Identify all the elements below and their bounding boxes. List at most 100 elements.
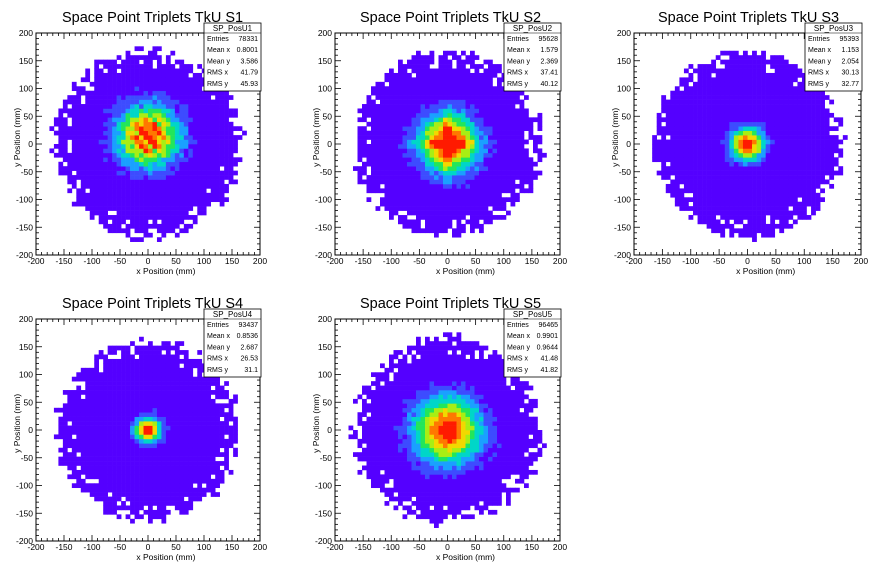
- heatmap-cell: [434, 215, 439, 220]
- heatmap-cell: [165, 121, 171, 127]
- heatmap-cell: [156, 223, 162, 229]
- heatmap-cell: [161, 139, 167, 145]
- heatmap-cell: [139, 108, 144, 114]
- heatmap-cell: [130, 456, 135, 462]
- heatmap-cell: [806, 135, 812, 140]
- heatmap-cell: [742, 166, 748, 171]
- heatmap-cell: [492, 170, 498, 176]
- y-tick-label: 100: [617, 84, 631, 94]
- heatmap-cell: [85, 68, 91, 74]
- heatmap-cell: [788, 144, 794, 149]
- heatmap-cell: [693, 86, 698, 92]
- y-tick-label: 150: [617, 56, 631, 66]
- heatmap-cell: [738, 135, 744, 140]
- heatmap-cell: [219, 197, 225, 203]
- heatmap-cell: [224, 148, 229, 154]
- heatmap-cell: [702, 112, 707, 118]
- heatmap-cell: [756, 183, 762, 189]
- heatmap-cell: [161, 95, 167, 100]
- heatmap-cell: [121, 99, 126, 105]
- heatmap-cell: [829, 135, 835, 140]
- heatmap-cell: [456, 148, 462, 154]
- heatmap-cell: [103, 461, 108, 466]
- heatmap-cell: [497, 108, 502, 114]
- heatmap-cell: [447, 170, 453, 176]
- x-tick-label: 150: [525, 256, 539, 266]
- heatmap-cell: [389, 148, 394, 154]
- heatmap-cell: [461, 144, 466, 149]
- heatmap-cell: [506, 161, 511, 167]
- heatmap-cell: [711, 117, 717, 123]
- heatmap-cell: [197, 108, 203, 114]
- heatmap-cell: [788, 99, 794, 105]
- heatmap-cell: [362, 135, 367, 140]
- heatmap-cell: [170, 68, 176, 74]
- stats-row-label: RMS y: [808, 81, 830, 88]
- heatmap-cell: [170, 112, 176, 118]
- heatmap-cell: [139, 456, 144, 462]
- heatmap-cell: [501, 183, 507, 189]
- heatmap-cell: [125, 354, 131, 360]
- heatmap-cell: [393, 81, 399, 87]
- heatmap-cell: [380, 152, 385, 158]
- heatmap-cell: [215, 121, 220, 127]
- heatmap-cell: [416, 77, 421, 83]
- heatmap-cell: [702, 135, 707, 140]
- heatmap-cell: [134, 126, 140, 131]
- heatmap-cell: [693, 139, 698, 145]
- heatmap-cell: [183, 108, 189, 114]
- heatmap-cell: [152, 223, 158, 229]
- heatmap-cell: [434, 157, 439, 163]
- heatmap-cell: [483, 108, 489, 114]
- heatmap-cell: [402, 121, 408, 127]
- heatmap-cell: [112, 206, 117, 211]
- heatmap-cell: [165, 152, 171, 158]
- heatmap-cell: [783, 206, 789, 211]
- heatmap-cell: [179, 90, 185, 96]
- heatmap-cell: [515, 170, 520, 176]
- heatmap-cell: [89, 148, 95, 154]
- heatmap-cell: [103, 478, 108, 484]
- heatmap-cell: [492, 86, 498, 92]
- heatmap-cell: [215, 192, 220, 198]
- heatmap-cell: [774, 139, 780, 145]
- heatmap-cell: [80, 390, 86, 395]
- heatmap-cell: [206, 121, 212, 127]
- y-axis-label: y Position (mm): [610, 108, 620, 167]
- heatmap-cell: [733, 64, 739, 69]
- heatmap-cell: [470, 59, 475, 65]
- heatmap-cell: [742, 99, 748, 105]
- heatmap-cell: [724, 210, 730, 216]
- heatmap-cell: [125, 421, 131, 426]
- heatmap-cell: [420, 201, 426, 207]
- heatmap-cell: [420, 197, 426, 203]
- heatmap-cell: [215, 170, 220, 176]
- heatmap-cell: [165, 64, 171, 69]
- heatmap-cell: [98, 372, 104, 378]
- heatmap-cell: [747, 161, 753, 167]
- heatmap-cell: [747, 104, 753, 109]
- heatmap-cell: [89, 421, 95, 426]
- heatmap-cell: [98, 354, 104, 360]
- heatmap-cell: [756, 90, 762, 96]
- heatmap-cell: [688, 64, 694, 69]
- heatmap-cell: [479, 99, 484, 105]
- heatmap-cell: [779, 166, 785, 171]
- y-tick-label: -100: [16, 195, 33, 205]
- heatmap-cell: [761, 223, 766, 229]
- heatmap-cell: [62, 139, 68, 145]
- heatmap-cell: [533, 170, 538, 176]
- heatmap-cell: [820, 99, 825, 105]
- heatmap-cell: [829, 126, 835, 131]
- heatmap-cell: [683, 68, 689, 74]
- heatmap-cell: [62, 152, 68, 158]
- heatmap-cell: [107, 108, 113, 114]
- heatmap-cell: [724, 130, 730, 136]
- heatmap-cell: [107, 148, 113, 154]
- heatmap-cell: [797, 148, 803, 154]
- heatmap-cell: [765, 201, 771, 207]
- heatmap-cell: [438, 55, 444, 60]
- heatmap-cell: [429, 188, 435, 194]
- heatmap-cell: [71, 416, 77, 422]
- heatmap-cell: [192, 95, 198, 100]
